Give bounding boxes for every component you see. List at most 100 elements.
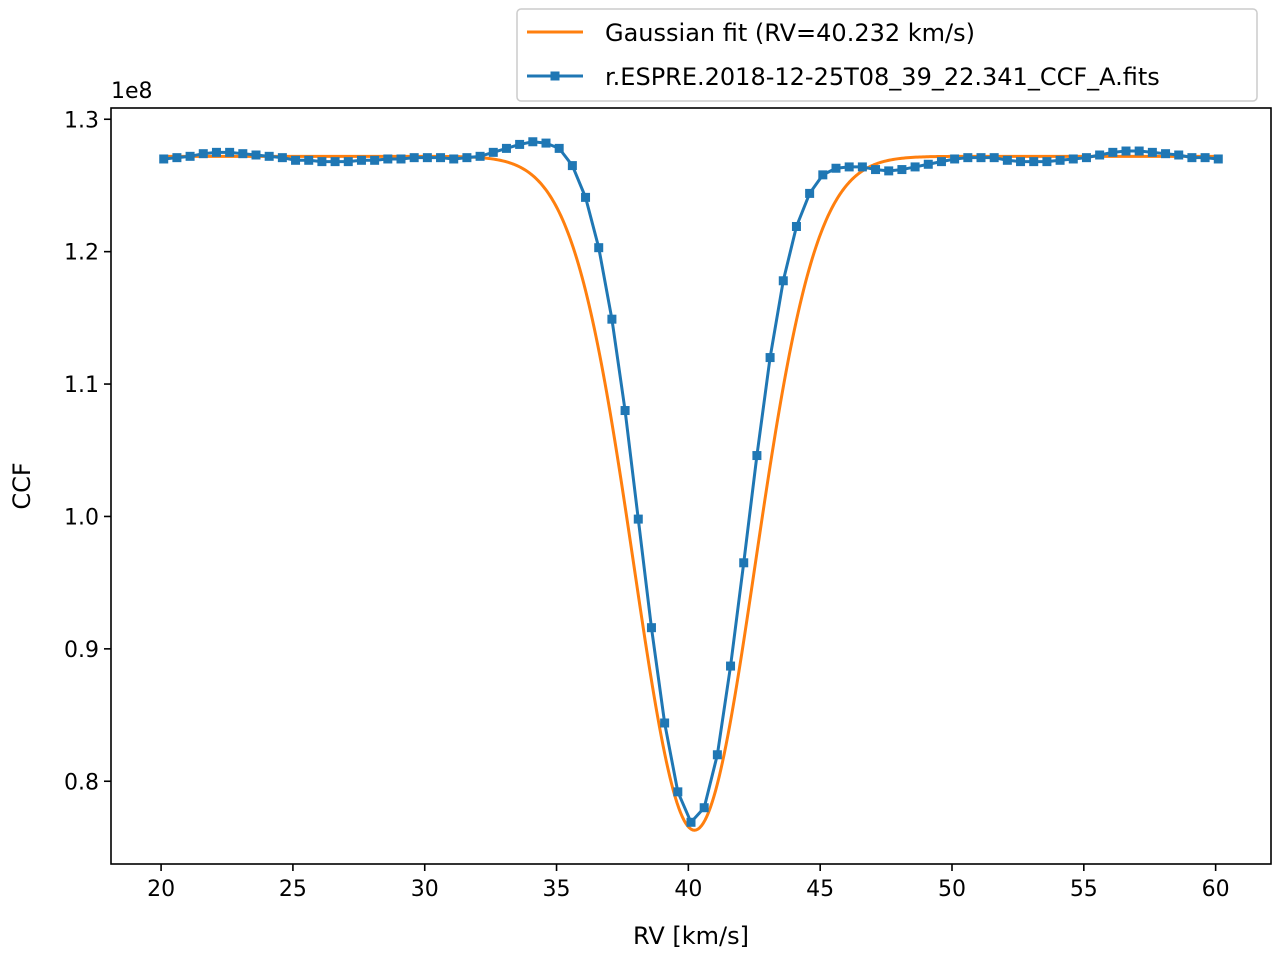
y-tick-label: 1.3 — [64, 108, 99, 133]
data-point — [1108, 147, 1118, 157]
data-point — [528, 137, 538, 147]
data-point — [172, 153, 182, 163]
x-axis-label: RV [km/s] — [633, 922, 749, 950]
x-axis: 20 25 30 35 40 45 50 55 60 — [147, 864, 1230, 902]
data-point — [884, 166, 894, 176]
data-point — [554, 143, 564, 153]
x-tick-label: 40 — [674, 877, 702, 902]
data-point — [567, 161, 577, 171]
data-point — [831, 163, 841, 173]
legend-data-label: r.ESPRE.2018-12-25T08_39_22.341_CCF_A.fi… — [605, 63, 1160, 91]
x-tick-label: 35 — [543, 877, 571, 902]
data-point — [1055, 155, 1065, 165]
data-point — [475, 151, 485, 161]
data-point — [225, 147, 235, 157]
x-tick-label: 30 — [411, 877, 439, 902]
data-point — [238, 149, 248, 159]
data-point — [1016, 157, 1026, 167]
data-point — [1147, 147, 1157, 157]
data-point — [673, 787, 683, 797]
gaussian-fit-line — [163, 154, 1219, 832]
x-tick-label: 25 — [279, 877, 307, 902]
data-point — [1002, 155, 1012, 165]
data-point — [159, 154, 169, 164]
data-point — [791, 221, 801, 231]
data-point — [857, 162, 867, 172]
y-tick-label: 1.2 — [64, 241, 99, 266]
x-tick-label: 20 — [147, 877, 175, 902]
data-point — [739, 558, 749, 568]
data-point — [1174, 150, 1184, 160]
data-point — [264, 151, 274, 161]
data-point — [541, 138, 551, 148]
data-point — [1121, 146, 1131, 156]
y-tick-label: 1.0 — [64, 505, 99, 530]
data-point — [765, 353, 775, 363]
data-point — [277, 153, 287, 163]
x-tick-label: 60 — [1202, 877, 1230, 902]
data-point — [726, 661, 736, 671]
data-point — [910, 162, 920, 172]
data-point — [778, 276, 788, 286]
data-point — [686, 817, 696, 827]
legend-data-marker — [550, 71, 560, 81]
data-point — [251, 150, 261, 160]
data-point — [488, 147, 498, 157]
data-point — [1042, 157, 1052, 167]
data-point — [1161, 149, 1171, 159]
data-point — [581, 192, 591, 202]
data-point — [422, 153, 432, 163]
data-point — [976, 153, 986, 163]
y-axis: 0.8 0.9 1.0 1.1 1.2 1.3 — [64, 108, 111, 795]
data-point — [409, 153, 419, 163]
x-tick-label: 55 — [1070, 877, 1098, 902]
data-point — [1200, 153, 1210, 163]
data-point — [198, 149, 208, 159]
data-point — [712, 750, 722, 760]
y-offset-label: 1e8 — [111, 79, 153, 104]
data-point — [317, 157, 327, 167]
data-point — [805, 188, 815, 198]
data-point — [356, 155, 366, 165]
data-markers — [159, 137, 1223, 827]
data-point — [185, 151, 195, 161]
data-point — [844, 162, 854, 172]
legend-box — [516, 8, 1258, 102]
data-point — [515, 139, 525, 149]
x-tick-label: 45 — [806, 877, 834, 902]
data-point — [871, 165, 881, 175]
data-point — [462, 153, 472, 163]
legend-fit-label: Gaussian fit (RV=40.232 km/s) — [605, 19, 975, 47]
legend: Gaussian fit (RV=40.232 km/s) r.ESPRE.20… — [516, 8, 1258, 102]
data-point — [370, 155, 380, 165]
data-point — [752, 451, 762, 461]
data-point — [989, 153, 999, 163]
data-point — [396, 154, 406, 164]
data-point — [818, 170, 828, 180]
data-point — [211, 147, 221, 157]
data-point — [436, 153, 446, 163]
data-point — [699, 803, 709, 813]
data-point — [594, 243, 604, 253]
data-point — [646, 623, 656, 633]
data-point — [330, 157, 340, 167]
data-point — [501, 143, 511, 153]
data-point — [936, 157, 946, 167]
y-tick-label: 0.8 — [64, 770, 99, 795]
data-point — [897, 165, 907, 175]
data-point — [1081, 153, 1091, 163]
data-point — [660, 718, 670, 728]
data-point — [343, 157, 353, 167]
data-point — [1213, 154, 1223, 164]
data-point — [383, 154, 393, 164]
data-point — [950, 154, 960, 164]
data-point — [633, 514, 643, 524]
axes-frame — [110, 107, 1272, 865]
data-point — [1187, 153, 1197, 163]
data-point — [1029, 157, 1039, 167]
data-point — [1095, 150, 1105, 160]
data-point — [1068, 154, 1078, 164]
data-point — [923, 159, 933, 169]
